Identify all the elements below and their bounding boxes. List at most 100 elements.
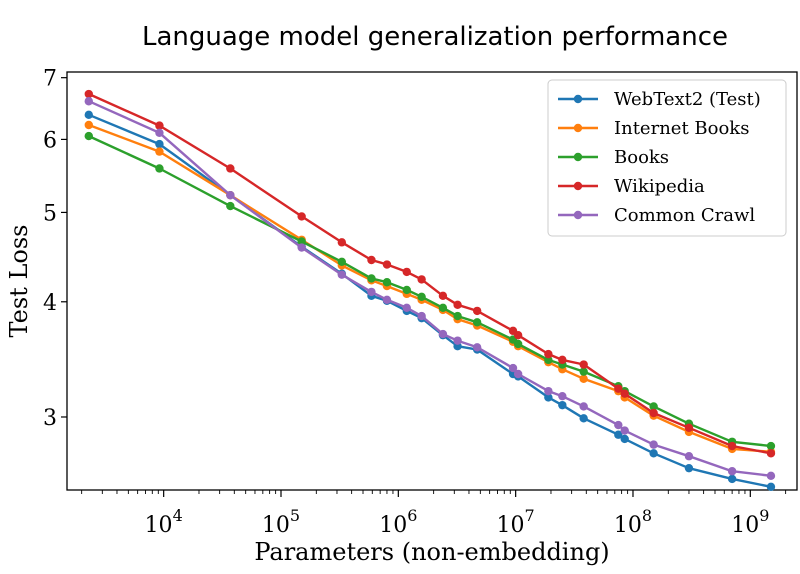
data-point — [579, 367, 588, 376]
data-point — [417, 275, 426, 284]
data-point — [544, 386, 553, 396]
x-axis-label: Parameters (non-embedding) — [254, 538, 609, 566]
data-point — [417, 311, 426, 321]
x-tick-base: 10 — [614, 513, 642, 538]
data-point — [84, 131, 93, 141]
data-point — [727, 474, 737, 484]
data-point — [155, 164, 164, 173]
y-tick-label: 5 — [43, 201, 57, 226]
data-point — [513, 330, 523, 340]
data-point — [84, 110, 93, 120]
data-point — [558, 391, 567, 401]
y-tick-label: 4 — [43, 291, 57, 316]
data-point — [579, 374, 588, 384]
x-tick-label: 109 — [731, 506, 769, 538]
data-point — [438, 291, 448, 301]
data-point — [620, 389, 629, 398]
data-point — [620, 434, 629, 444]
x-tick-label: 105 — [262, 506, 300, 538]
x-tick-base: 10 — [497, 513, 525, 538]
data-point — [558, 400, 567, 410]
data-point — [766, 482, 776, 492]
data-point — [382, 278, 392, 287]
data-point — [453, 300, 462, 309]
data-point — [544, 393, 553, 402]
legend-swatch-marker — [573, 181, 583, 191]
data-point — [727, 441, 737, 451]
x-tick-exponent: 9 — [759, 506, 769, 525]
data-point — [337, 238, 347, 247]
data-point — [84, 89, 93, 99]
chart-title: Language model generalization performanc… — [142, 22, 728, 52]
data-point — [472, 318, 482, 327]
data-point — [766, 471, 776, 481]
y-tick-label: 6 — [43, 128, 57, 153]
data-point — [620, 426, 629, 435]
data-point — [766, 441, 776, 451]
x-tick-exponent: 8 — [642, 506, 652, 525]
data-point — [544, 349, 553, 359]
data-point — [649, 408, 658, 418]
data-point — [402, 303, 411, 313]
x-tick-base: 10 — [262, 513, 290, 538]
data-point — [649, 449, 658, 458]
data-point — [438, 329, 448, 339]
legend-box — [547, 79, 787, 237]
data-point — [226, 164, 235, 173]
data-point — [684, 423, 694, 433]
legend-swatch-marker — [573, 152, 583, 162]
x-tick-label: 107 — [497, 506, 535, 538]
data-point — [402, 267, 411, 277]
data-point — [438, 303, 448, 313]
x-tick-label: 106 — [379, 506, 417, 538]
data-point — [226, 201, 235, 211]
data-point — [614, 430, 623, 439]
data-point — [579, 402, 588, 411]
data-point — [472, 343, 482, 352]
legend: WebText2 (Test) Internet Books Books Wikipe… — [547, 79, 787, 237]
data-point — [382, 295, 392, 304]
x-tick-exponent: 5 — [290, 506, 300, 525]
data-point — [382, 260, 392, 269]
data-point — [337, 257, 347, 266]
data-point — [684, 463, 694, 473]
x-tick-base: 10 — [379, 513, 407, 538]
legend-swatch-marker — [573, 123, 583, 133]
data-point — [297, 237, 306, 246]
x-tick-base: 10 — [145, 513, 173, 538]
data-point — [544, 355, 553, 365]
series-layer — [84, 89, 776, 492]
data-point — [472, 306, 482, 316]
data-point — [226, 190, 235, 200]
data-point — [766, 449, 776, 458]
data-point — [155, 128, 164, 137]
data-point — [367, 287, 376, 297]
x-tick-exponent: 6 — [407, 506, 417, 525]
y-tick-label: 3 — [43, 406, 57, 431]
data-point — [649, 402, 658, 411]
x-tick-label: 104 — [145, 506, 183, 538]
data-point — [614, 384, 623, 393]
data-point — [513, 369, 523, 379]
data-point — [508, 363, 518, 373]
data-point — [367, 255, 376, 265]
data-point — [297, 243, 306, 252]
data-point — [558, 355, 567, 365]
data-point — [155, 139, 164, 149]
x-tick-label: 108 — [614, 506, 652, 538]
x-tick-base: 10 — [731, 513, 759, 538]
legend-label: Common Crawl — [614, 205, 755, 226]
data-point — [417, 292, 426, 302]
data-point — [453, 336, 462, 345]
data-point — [155, 147, 164, 156]
data-point — [579, 360, 588, 369]
data-point — [453, 311, 462, 321]
data-point — [84, 120, 93, 130]
legend-label: Wikipedia — [614, 176, 705, 197]
data-point — [727, 467, 737, 476]
data-point — [649, 440, 658, 449]
data-point — [155, 121, 164, 130]
y-axis-label: Test Loss — [5, 225, 33, 338]
legend-label: WebText2 (Test) — [614, 89, 761, 110]
